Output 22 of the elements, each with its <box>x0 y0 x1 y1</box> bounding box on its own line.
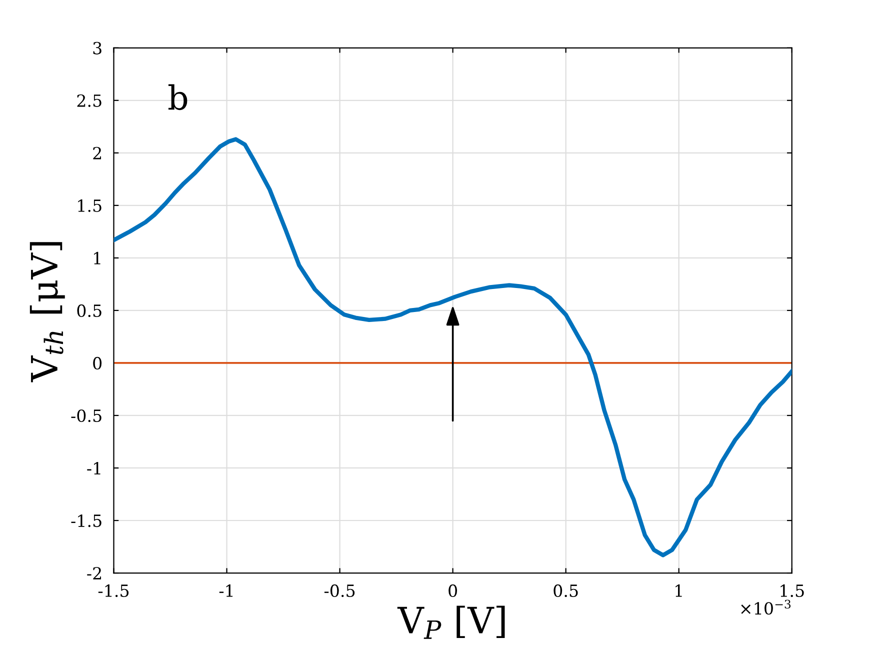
y-tick-label: 2.5 <box>77 94 102 107</box>
x-tick-label: -1 <box>219 584 233 597</box>
y-tick-label: 1.5 <box>78 199 102 212</box>
text: ×10$^{−3}$ <box>741 600 791 615</box>
y-tick-label: 0.5 <box>77 304 102 318</box>
y-tick-label: 1 <box>94 252 100 264</box>
y-tick-label: 3 <box>93 42 102 54</box>
y-axis-title: V$_{th}$ [μV] <box>30 242 65 382</box>
y-tick-label: -0.5 <box>71 409 102 422</box>
y-tick-label: -2 <box>87 566 101 580</box>
x-tick-label: 1.5 <box>780 584 804 598</box>
x-tick-label: 0.5 <box>554 584 578 598</box>
y-tick-label: 0 <box>93 356 102 370</box>
x-tick-label: 1 <box>676 584 682 597</box>
x-axis-title: V$_{P}$ [V] <box>397 606 505 639</box>
x-tick-label: 0 <box>448 584 458 598</box>
y-tick-label: -1 <box>87 462 100 474</box>
annotation: b <box>168 84 188 110</box>
x-tick-label: -0.5 <box>324 584 355 598</box>
y-tick-label: -1.5 <box>71 514 102 528</box>
line-series <box>114 137 792 558</box>
y-tick-label: 2 <box>93 146 102 160</box>
